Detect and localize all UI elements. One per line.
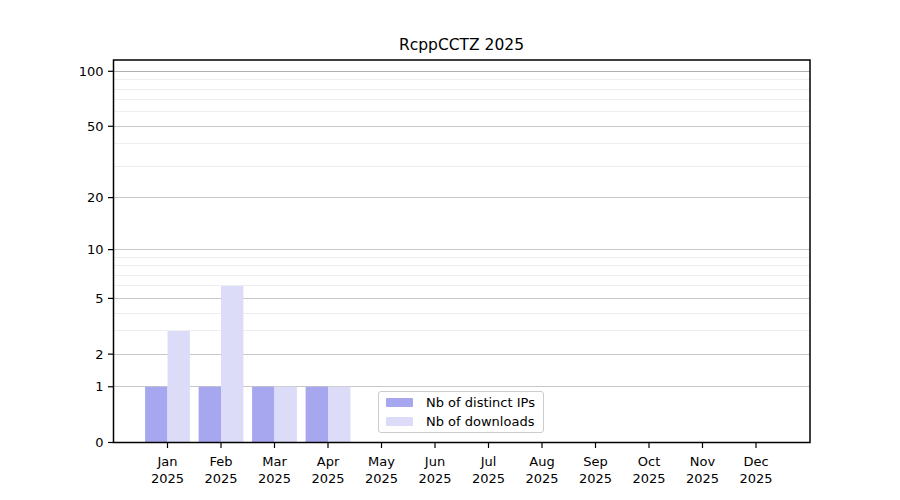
x-tick-label-year: 2025 bbox=[472, 471, 505, 486]
legend: Nb of distinct IPs Nb of downloads bbox=[378, 391, 544, 433]
y-tick-label: 5 bbox=[95, 291, 103, 306]
x-tick-label-month: Oct bbox=[638, 454, 660, 469]
x-tick-label-month: May bbox=[368, 454, 395, 469]
bar-nb-of-downloads-apr bbox=[328, 387, 350, 443]
x-tick-label-year: 2025 bbox=[579, 471, 612, 486]
x-tick-label-month: Sep bbox=[583, 454, 608, 469]
bar-nb-of-distinct-ips-apr bbox=[306, 387, 328, 443]
y-tick-label: 1 bbox=[95, 379, 103, 394]
x-tick-label-month: Apr bbox=[317, 454, 340, 469]
x-tick-label-year: 2025 bbox=[151, 471, 184, 486]
x-tick-label-year: 2025 bbox=[525, 471, 558, 486]
x-tick-label-month: Jul bbox=[480, 454, 497, 469]
legend-swatch-distinct-ips bbox=[386, 398, 413, 407]
x-tick-label-year: 2025 bbox=[311, 471, 344, 486]
x-tick-label-year: 2025 bbox=[739, 471, 772, 486]
y-tick-label: 20 bbox=[87, 190, 104, 205]
bar-nb-of-downloads-mar bbox=[275, 387, 297, 443]
y-tick-label: 100 bbox=[79, 64, 104, 79]
x-tick-label-month: Nov bbox=[690, 454, 716, 469]
bar-nb-of-downloads-feb bbox=[221, 286, 243, 443]
x-tick-label-year: 2025 bbox=[686, 471, 719, 486]
bar-nb-of-distinct-ips-jan bbox=[145, 387, 167, 443]
axis-frame bbox=[114, 60, 811, 443]
x-tick-label-month: Feb bbox=[209, 454, 232, 469]
x-tick-label-month: Aug bbox=[529, 454, 554, 469]
y-tick-label: 50 bbox=[87, 119, 104, 134]
x-tick-label-year: 2025 bbox=[258, 471, 291, 486]
x-tick-label-month: Jun bbox=[424, 454, 445, 469]
legend-swatch-downloads bbox=[386, 417, 413, 426]
legend-item-distinct-ips: Nb of distinct IPs bbox=[379, 393, 543, 412]
bar-nb-of-distinct-ips-mar bbox=[252, 387, 274, 443]
x-tick-label-month: Jan bbox=[156, 454, 177, 469]
y-tick-label: 10 bbox=[87, 242, 104, 257]
chart-figure: RcppCCTZ 2025 0125102050100Jan2025Feb202… bbox=[0, 0, 900, 500]
legend-label-downloads: Nb of downloads bbox=[426, 414, 534, 429]
legend-label-distinct-ips: Nb of distinct IPs bbox=[426, 395, 535, 410]
y-tick-label: 2 bbox=[95, 347, 103, 362]
x-tick-label-month: Mar bbox=[262, 454, 287, 469]
bar-nb-of-distinct-ips-feb bbox=[199, 387, 221, 443]
x-tick-label-year: 2025 bbox=[365, 471, 398, 486]
y-tick-label: 0 bbox=[95, 435, 103, 450]
x-tick-label-year: 2025 bbox=[418, 471, 451, 486]
legend-item-downloads: Nb of downloads bbox=[379, 412, 543, 431]
x-tick-label-year: 2025 bbox=[204, 471, 237, 486]
bar-nb-of-downloads-jan bbox=[168, 331, 190, 443]
x-tick-label-month: Dec bbox=[743, 454, 768, 469]
x-tick-label-year: 2025 bbox=[632, 471, 665, 486]
